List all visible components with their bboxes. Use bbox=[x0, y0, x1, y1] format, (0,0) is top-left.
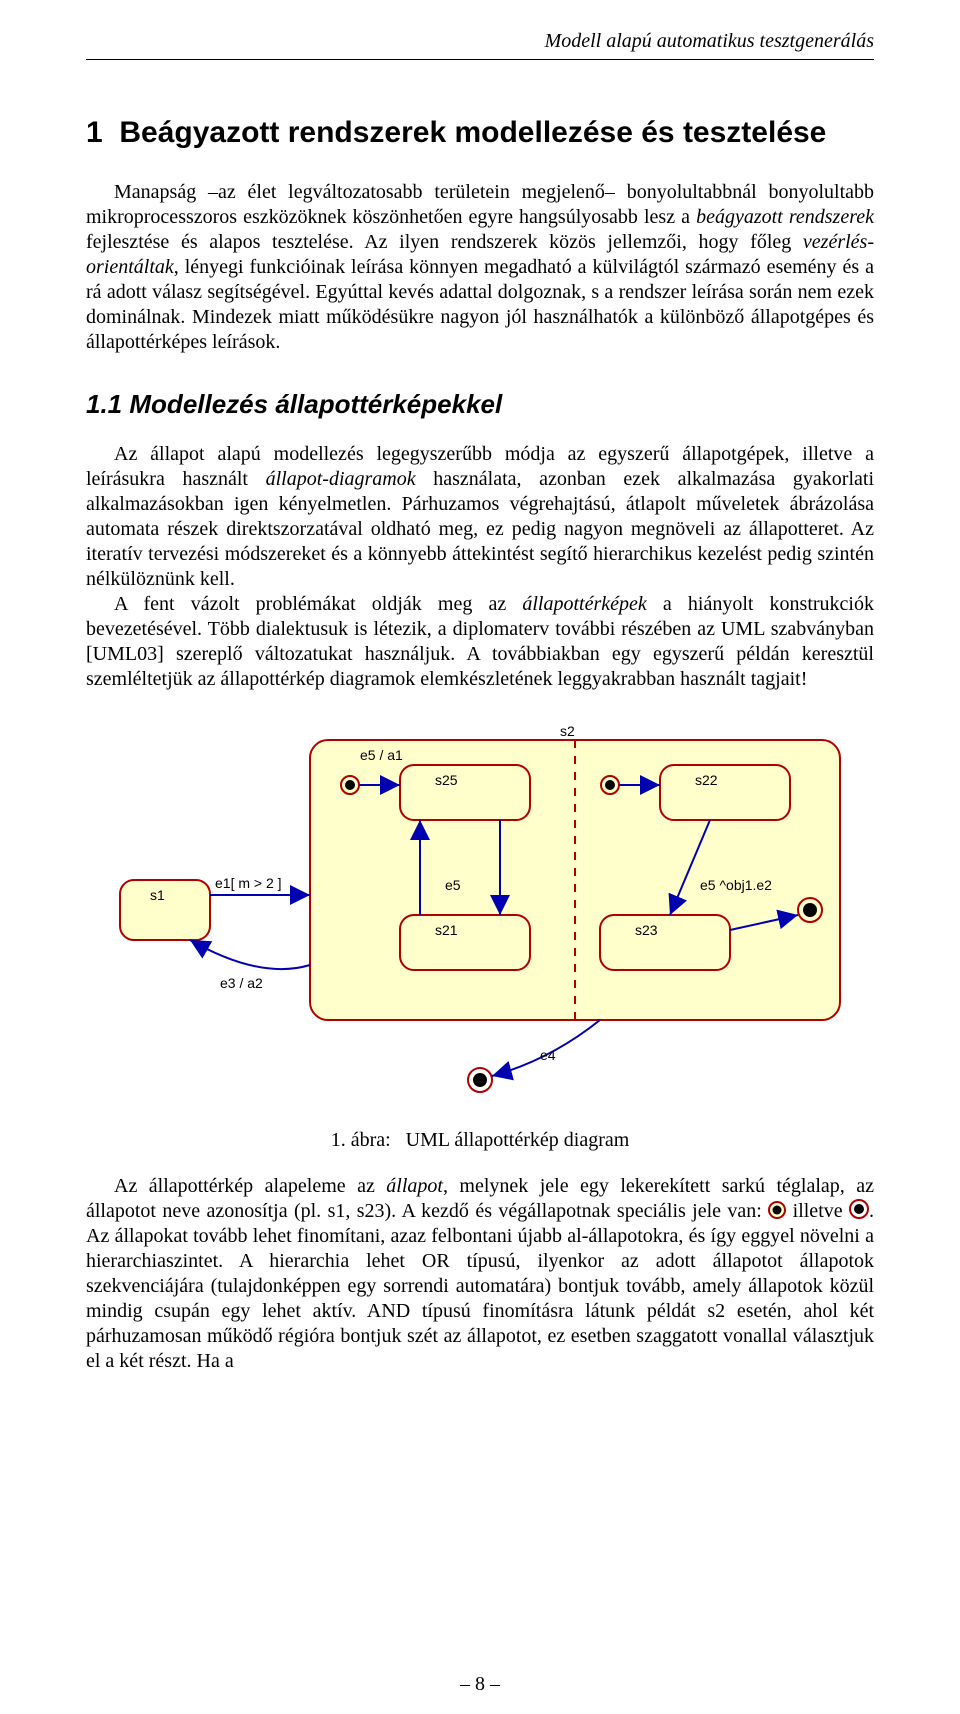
paragraph-4: Az állapottérkép alapeleme az állapot, m… bbox=[86, 1174, 874, 1374]
paragraph-2: Az állapot alapú modellezés legegyszerűb… bbox=[86, 442, 874, 592]
figure-uml-statechart: s1 s2 s25 s21 s22 s23 bbox=[86, 720, 874, 1115]
state-label-s22: s22 bbox=[695, 772, 718, 788]
text-run: fejlesztése és alapos tesztelése. Az ily… bbox=[86, 231, 803, 253]
transition-s2-s1 bbox=[190, 940, 310, 969]
document-page: Modell alapú automatikus tesztgenerálás … bbox=[0, 0, 960, 1714]
final-state-right-dot bbox=[803, 903, 817, 917]
initial-dot-left bbox=[345, 780, 355, 790]
transition-label-e5: e5 bbox=[445, 877, 461, 893]
state-s22 bbox=[660, 765, 790, 820]
text-run: illetve bbox=[793, 1200, 849, 1222]
initial-dot-right bbox=[605, 780, 615, 790]
page-number: – 8 – bbox=[0, 1673, 960, 1696]
section-title: Beágyazott rendszerek modellezése és tes… bbox=[119, 116, 826, 149]
text-run: . Az állapokat tovább lehet finomítani, … bbox=[86, 1200, 874, 1372]
subsection-title: Modellezés állapottérképekkel bbox=[129, 389, 502, 419]
state-s1 bbox=[120, 880, 210, 940]
text-em: állapot-diagramok bbox=[266, 468, 416, 490]
state-label-s21: s21 bbox=[435, 922, 458, 938]
state-s25 bbox=[400, 765, 530, 820]
section-number: 1 bbox=[86, 116, 103, 149]
running-header: Modell alapú automatikus tesztgenerálás bbox=[86, 30, 874, 53]
transition-label-e1: e1[ m > 2 ] bbox=[215, 875, 282, 891]
transition-label-e3: e3 / a2 bbox=[220, 975, 263, 991]
uml-diagram-svg: s1 s2 s25 s21 s22 s23 bbox=[100, 720, 860, 1110]
state-label-s1: s1 bbox=[150, 887, 165, 903]
subsection-number: 1.1 bbox=[86, 389, 122, 419]
header-rule bbox=[86, 59, 874, 60]
text-em: beágyazott rendszerek bbox=[696, 206, 874, 228]
transition-label-e5a1: e5 / a1 bbox=[360, 747, 403, 763]
text-run: Az állapottérkép alapeleme az bbox=[114, 1175, 386, 1197]
state-label-s2: s2 bbox=[560, 723, 575, 739]
paragraph-1: Manapság –az élet legváltozatosabb terül… bbox=[86, 180, 874, 355]
text-em: állapot bbox=[386, 1175, 443, 1197]
paragraph-3: A fent vázolt problémákat oldják meg az … bbox=[86, 592, 874, 692]
figure-caption-text: UML állapottérkép diagram bbox=[406, 1129, 630, 1151]
text-run: A fent vázolt problémákat oldják meg az bbox=[114, 593, 522, 615]
state-s23 bbox=[600, 915, 730, 970]
final-state-bottom-dot bbox=[473, 1073, 487, 1087]
subsection-heading: 1.1 Modellezés állapottérképekkel bbox=[86, 389, 874, 420]
state-s21 bbox=[400, 915, 530, 970]
state-label-s23: s23 bbox=[635, 922, 658, 938]
transition-label-e4: e4 bbox=[540, 1047, 556, 1063]
transition-label-e5obj: e5 ^obj1.e2 bbox=[700, 877, 772, 893]
text-run: , lényegi funkcióinak leírása könnyen me… bbox=[86, 256, 874, 353]
figure-caption-number: 1. ábra: bbox=[331, 1129, 391, 1151]
figure-caption: 1. ábra: UML állapottérkép diagram bbox=[86, 1129, 874, 1152]
text-em: állapottérképek bbox=[522, 593, 646, 615]
final-state-icon bbox=[849, 1199, 869, 1219]
state-label-s25: s25 bbox=[435, 772, 458, 788]
initial-state-icon bbox=[768, 1201, 786, 1219]
section-heading: 1 Beágyazott rendszerek modellezése és t… bbox=[86, 116, 874, 150]
